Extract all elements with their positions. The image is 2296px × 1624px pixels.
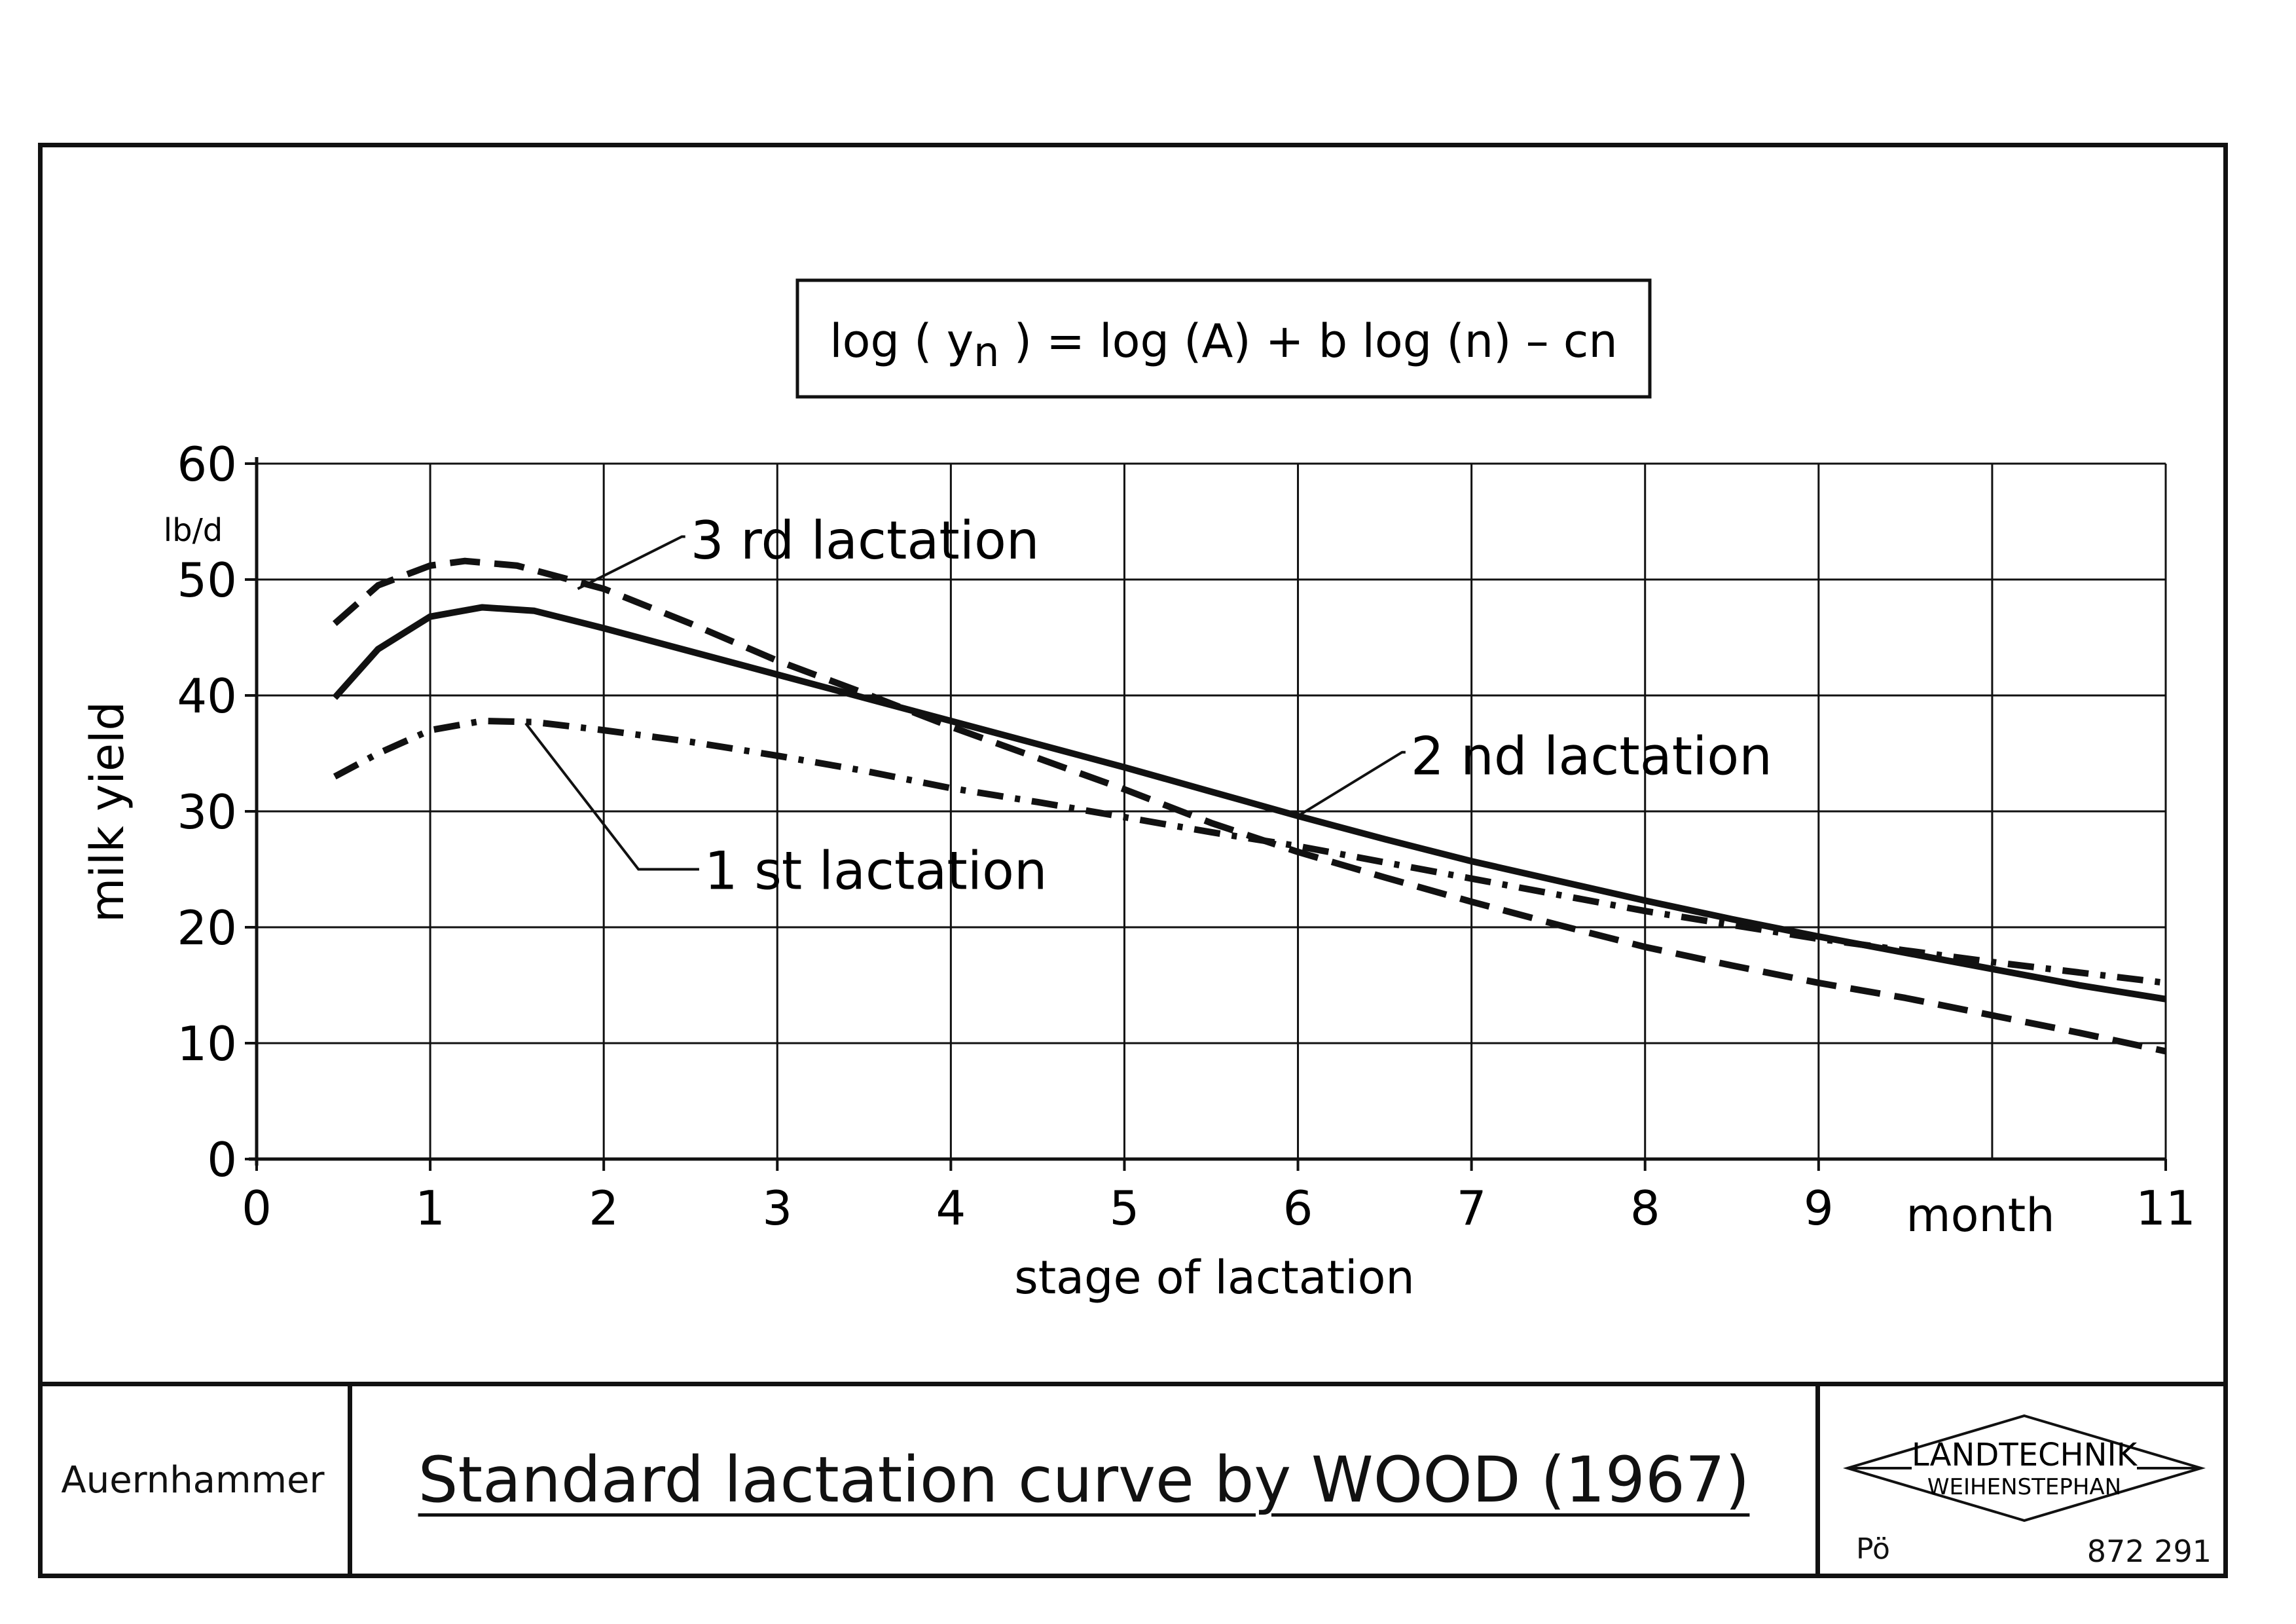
y-tick-label: 0 — [207, 1132, 237, 1187]
logo-line-1: LANDTECHNIK — [1912, 1437, 2138, 1473]
series-line-2 — [332, 604, 2166, 1003]
title-cell: Standard lactation curve by WOOD (1967) — [352, 1382, 1820, 1578]
x-tick-label: 0 — [242, 1181, 272, 1236]
y-tick-label: 50 — [177, 553, 237, 608]
y-tick-label: 10 — [177, 1016, 237, 1071]
formula-box — [795, 278, 1652, 399]
x-tick-label: 2 — [589, 1181, 619, 1236]
x-tick-label: 6 — [1283, 1181, 1313, 1236]
x-axis-unit: month — [1906, 1189, 2054, 1242]
series-line-1 — [333, 717, 2166, 986]
x-tick-label: 5 — [1110, 1181, 1140, 1236]
y-axis-label: milk yield — [81, 701, 134, 923]
author-cell: Auernhammer — [38, 1382, 352, 1578]
logo-cell: LANDTECHNIK WEIHENSTEPHAN Pö 872 291 — [1820, 1382, 2228, 1578]
grid — [257, 462, 2167, 1159]
y-tick-label: 30 — [177, 784, 237, 840]
annotation-leader — [577, 535, 685, 590]
x-axis-label: stage of lactation — [1014, 1251, 1415, 1304]
annotation-label: 3 rd lactation — [691, 510, 1040, 571]
annotations: 3 rd lactation 2 nd lactation 1 st lactati… — [524, 510, 1772, 902]
x-tick-label: 3 — [762, 1181, 792, 1236]
y-tick-label: 60 — [177, 437, 237, 492]
landtechnik-logo: LANDTECHNIK WEIHENSTEPHAN — [1842, 1414, 2206, 1522]
x-tick-label: 4 — [936, 1181, 966, 1236]
drawing-number: 872 291 — [2086, 1534, 2212, 1569]
series-group — [332, 557, 2167, 1055]
lactation-chart: log ( yn ) = log (A) + b log (n) – cn 0 1… — [81, 278, 2196, 1304]
axes: 0 10 20 30 40 50 60 0 1 2 3 4 5 6 7 8 9 11 — [177, 437, 2195, 1236]
annotation-leader — [524, 722, 699, 871]
y-tick-label: 40 — [177, 669, 237, 724]
logo-line-2: WEIHENSTEPHAN — [1927, 1474, 2121, 1500]
drawing-title: Standard lactation curve by WOOD (1967) — [418, 1443, 1750, 1517]
title-block: Auernhammer Standard lactation curve by … — [38, 1382, 2228, 1578]
y-tick-label: 20 — [177, 900, 237, 955]
formula-text: log ( yn ) = log (A) + b log (n) – cn — [829, 314, 1618, 376]
y-axis-unit: lb/d — [164, 512, 223, 549]
annotation-label: 2 nd lactation — [1411, 726, 1772, 786]
annotation-label: 1 st lactation — [704, 841, 1048, 902]
x-tick-label: 1 — [415, 1181, 445, 1236]
author-name: Auernhammer — [61, 1458, 325, 1502]
drawing-frame — [38, 143, 2228, 1578]
x-tick-label: 7 — [1457, 1181, 1487, 1236]
x-tick-label: 9 — [1804, 1181, 1834, 1236]
drawing-code: Pö — [1856, 1532, 1890, 1566]
series-line-3 — [332, 557, 2167, 1055]
x-tick-label: 11 — [2136, 1181, 2196, 1236]
x-tick-label: 8 — [1630, 1181, 1660, 1236]
annotation-leader — [1297, 750, 1406, 817]
title-block-divider — [38, 1382, 2228, 1386]
